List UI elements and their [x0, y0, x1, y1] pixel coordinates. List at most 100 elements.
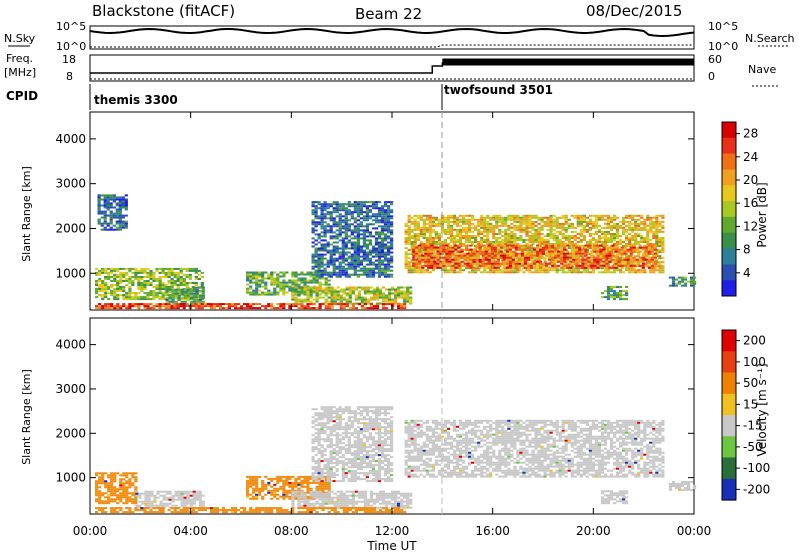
heatmap-cell [563, 259, 566, 261]
heatmap-cell [122, 217, 125, 219]
heatmap-cell [373, 305, 376, 307]
heatmap-cell [363, 258, 366, 260]
heatmap-cell [172, 297, 175, 299]
heatmap-cell [568, 269, 571, 271]
heatmap-cell [110, 286, 113, 288]
heatmap-cell [357, 229, 360, 231]
heatmap-cell [101, 225, 104, 227]
heatmap-cell [372, 274, 375, 276]
heatmap-cell [366, 205, 369, 207]
heatmap-cell [580, 239, 583, 241]
heatmap-cell [442, 261, 445, 263]
heatmap-cell [486, 229, 489, 231]
heatmap-cell [128, 292, 131, 294]
heatmap-cell [545, 249, 548, 251]
heatmap-cell [405, 243, 408, 245]
heatmap-cell [140, 272, 143, 274]
heatmap-cell [547, 235, 550, 237]
heatmap-cell [453, 215, 456, 217]
heatmap-cell [454, 267, 457, 269]
heatmap-cell [172, 289, 175, 291]
heatmap-cell [575, 245, 578, 247]
heatmap-cell [465, 233, 468, 235]
heatmap-cell [397, 305, 400, 307]
heatmap-cell [642, 261, 645, 263]
heatmap-cell [354, 264, 357, 266]
heatmap-cell [602, 261, 605, 263]
heatmap-cell [633, 267, 636, 269]
heatmap-cell [531, 225, 534, 227]
heatmap-cell [336, 248, 339, 250]
heatmap-cell [423, 237, 426, 239]
heatmap-cell [459, 229, 462, 231]
heatmap-cell [583, 231, 586, 233]
heatmap-cell [651, 251, 654, 253]
heatmap-cell [342, 227, 345, 229]
heatmap-cell [318, 270, 321, 272]
heatmap-cell [451, 249, 454, 251]
heatmap-cell [113, 217, 116, 219]
heatmap-cell [625, 286, 628, 288]
heatmap-cell [177, 284, 180, 286]
heatmap-cell [498, 219, 501, 221]
heatmap-cell [366, 254, 369, 256]
heatmap-cell [491, 245, 494, 247]
heatmap-cell [116, 274, 119, 276]
heatmap-cell [319, 297, 322, 299]
heatmap-cell [367, 289, 370, 291]
heatmap-cell [592, 237, 595, 239]
heatmap-cell [601, 267, 604, 269]
heatmap-cell [495, 219, 498, 221]
heatmap-cell [113, 296, 116, 298]
heatmap-cell [568, 227, 571, 229]
heatmap-cell [690, 281, 693, 283]
heatmap-cell [658, 239, 661, 241]
heatmap-cell [498, 217, 501, 219]
heatmap-cell [119, 498, 122, 500]
heatmap-cell [334, 297, 337, 299]
heatmap-cell [515, 261, 518, 263]
heatmap-cell [294, 282, 297, 284]
heatmap-cell [492, 235, 495, 237]
heatmap-cell [324, 272, 327, 274]
heatmap-cell [143, 288, 146, 290]
heatmap-cell [318, 233, 321, 235]
heatmap-cell [602, 255, 605, 257]
heatmap-cell [116, 472, 119, 474]
heatmap-cell [451, 247, 454, 249]
heatmap-cell [98, 223, 101, 225]
heatmap-cell [538, 269, 541, 271]
heatmap-cell [444, 221, 447, 223]
heatmap-cell [521, 265, 524, 267]
heatmap-cell [577, 241, 580, 243]
heatmap-cell [604, 223, 607, 225]
heatmap-cell [333, 266, 336, 268]
heatmap-cell [631, 215, 634, 217]
heatmap-cell [580, 219, 583, 221]
heatmap-cell [507, 271, 510, 273]
heatmap-cell [316, 291, 319, 293]
heatmap-cell [321, 254, 324, 256]
heatmap-cell [661, 267, 664, 269]
heatmap-cell [654, 261, 657, 263]
heatmap-cell [249, 272, 252, 274]
heatmap-cell [336, 225, 339, 227]
heatmap-cell [340, 303, 343, 305]
heatmap-cell [291, 280, 294, 282]
heatmap-cell [255, 288, 258, 290]
heatmap-cell [363, 215, 366, 217]
heatmap-cell [652, 235, 655, 237]
heatmap-cell [661, 271, 664, 273]
heatmap-cell [530, 267, 533, 269]
heatmap-cell [421, 255, 424, 257]
heatmap-cell [548, 259, 551, 261]
heatmap-cell [601, 227, 604, 229]
heatmap-cell [381, 207, 384, 209]
heatmap-cell [369, 209, 372, 211]
heatmap-cell [501, 231, 504, 233]
heatmap-cell [494, 261, 497, 263]
heatmap-cell [645, 249, 648, 251]
heatmap-cell [550, 233, 553, 235]
heatmap-cell [319, 303, 322, 305]
heatmap-cell [333, 270, 336, 272]
